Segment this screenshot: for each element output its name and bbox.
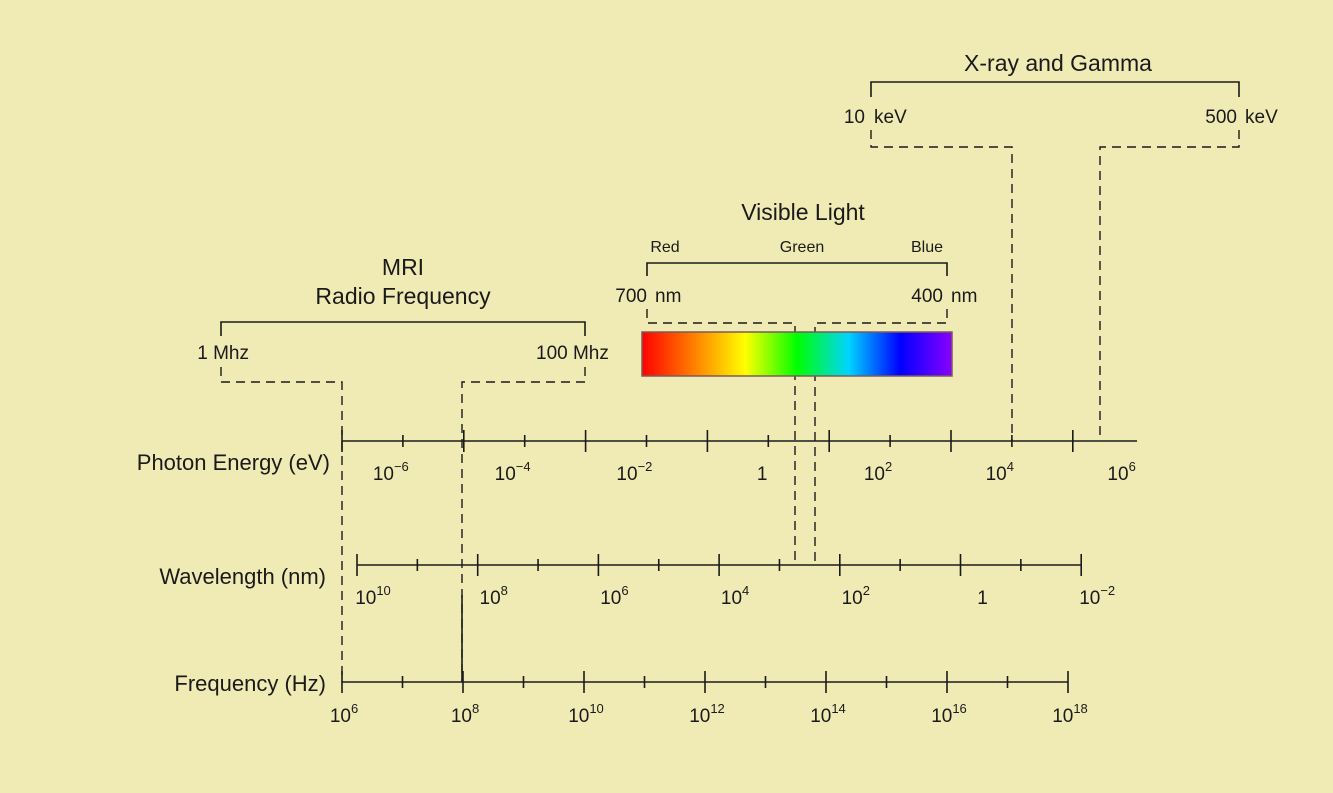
visible-red-label: Red xyxy=(650,239,679,256)
visible-blue-label: Blue xyxy=(911,239,943,256)
frequency-axis: 106 108 1010 1012 1014 1016 1018 xyxy=(330,671,1088,727)
wl-tick-label-2: 106 xyxy=(600,583,628,609)
visible-high-unit: nm xyxy=(951,286,977,307)
visible-bracket-top xyxy=(646,262,948,276)
visible-light-title: Visible Light xyxy=(741,199,865,225)
xray-low-unit: keV xyxy=(874,107,907,128)
wl-tick-label-5: 1 xyxy=(977,588,988,609)
pe-tick-label-6: 106 xyxy=(1107,459,1135,485)
photon-energy-axis: 10−6 10−4 10−2 1 102 104 106 xyxy=(341,430,1137,485)
visible-right-guide xyxy=(814,309,948,565)
pe-tick-label-3: 1 xyxy=(757,464,768,485)
fr-tick-label-2: 1010 xyxy=(568,701,604,727)
mri-low-label: 1 Mhz xyxy=(197,343,249,364)
pe-tick-label-2: 10−2 xyxy=(616,459,652,485)
pe-tick-label-5: 104 xyxy=(986,459,1014,485)
fr-tick-label-5: 1016 xyxy=(931,701,967,727)
xray-gamma-band: X-ray and Gamma 10 keV 500 keV xyxy=(844,50,1278,441)
pe-tick-label-0: 10−6 xyxy=(373,459,409,485)
frequency-axis-label: Frequency (Hz) xyxy=(174,671,326,696)
wl-tick-label-1: 108 xyxy=(480,583,508,609)
visible-light-band: Visible Light Red Green Blue 700 nm 400 … xyxy=(615,199,977,565)
visible-spectrum-bar xyxy=(641,331,953,377)
wl-tick-label-4: 102 xyxy=(842,583,870,609)
mri-high-label: 100 Mhz xyxy=(536,343,609,364)
fr-tick-label-6: 1018 xyxy=(1052,701,1088,727)
fr-tick-label-1: 108 xyxy=(451,701,479,727)
visible-green-label: Green xyxy=(780,239,824,256)
mri-left-guide xyxy=(220,367,343,682)
mri-band: MRI Radio Frequency 1 Mhz 100 Mhz xyxy=(197,254,609,682)
xray-low-num: 10 xyxy=(844,107,865,128)
photon-energy-ticks: 10−6 10−4 10−2 1 102 104 106 xyxy=(341,430,1136,485)
xray-high-unit: keV xyxy=(1245,107,1278,128)
pe-tick-label-4: 102 xyxy=(864,459,892,485)
frequency-ticks: 106 108 1010 1012 1014 1016 1018 xyxy=(330,671,1088,727)
wavelength-axis: 1010 108 106 104 102 1 10−2 xyxy=(355,554,1115,609)
wl-tick-label-0: 1010 xyxy=(355,583,391,609)
xray-title: X-ray and Gamma xyxy=(964,50,1152,76)
fr-tick-label-4: 1014 xyxy=(810,701,846,727)
wl-tick-label-6: 10−2 xyxy=(1079,583,1115,609)
xray-left-guide xyxy=(870,130,1013,441)
mri-subtitle: Radio Frequency xyxy=(315,283,491,309)
visible-low-num: 700 xyxy=(615,286,647,307)
xray-bracket-top xyxy=(870,81,1240,97)
photon-energy-axis-label: Photon Energy (eV) xyxy=(137,450,330,475)
fr-tick-label-0: 106 xyxy=(330,701,358,727)
visible-low-unit: nm xyxy=(655,286,681,307)
xray-right-guide xyxy=(1099,130,1240,441)
pe-tick-label-1: 10−4 xyxy=(495,459,531,485)
wavelength-axis-label: Wavelength (nm) xyxy=(159,564,326,589)
wavelength-ticks: 1010 108 106 104 102 1 10−2 xyxy=(355,554,1115,609)
xray-high-num: 500 xyxy=(1205,107,1237,128)
mri-right-guide xyxy=(461,367,586,682)
wl-tick-label-3: 104 xyxy=(721,583,749,609)
mri-title: MRI xyxy=(382,254,424,280)
visible-left-guide xyxy=(646,309,796,565)
visible-high-num: 400 xyxy=(911,286,943,307)
fr-tick-label-3: 1012 xyxy=(689,701,725,727)
mri-bracket-top xyxy=(220,321,586,336)
